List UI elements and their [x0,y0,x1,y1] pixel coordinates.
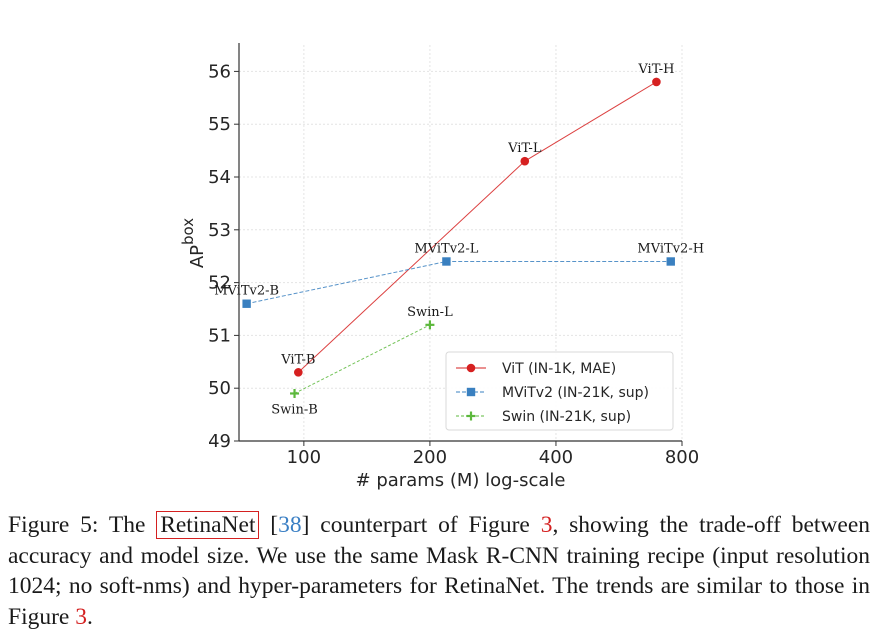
data-point-plus [290,388,300,398]
y-tick-label: 50 [208,378,231,399]
series-line [297,81,657,373]
x-tick-label: 400 [539,447,573,468]
legend-entry: MViTv2 (IN-21K, sup) [502,385,649,401]
y-tick-label: 55 [208,114,231,135]
caption-prefix: Figure 5: The [8,512,157,538]
x-tick-label: 100 [287,447,321,468]
data-point-square [242,299,251,308]
legend-marker [466,363,476,373]
x-tick-label: 800 [665,447,699,468]
caption-boxed-term: RetinaNet [156,511,260,539]
point-label: ViT-B [280,352,315,367]
caption-citation-link[interactable]: 38 [278,512,302,538]
point-label: ViT-H [637,62,674,77]
y-tick-label: 56 [208,61,231,82]
caption-figure-ref-2[interactable]: 3 [75,603,87,630]
data-point-square [442,257,451,266]
y-tick-label: 52 [208,273,231,294]
data-point-circle [652,77,661,87]
y-axis-label-base: AP [187,245,208,268]
data-point-plus [425,320,435,330]
y-tick-label: 53 [208,220,231,241]
y-tick-label: 54 [208,167,231,188]
legend-entry: Swin (IN-21K, sup) [502,409,631,425]
chart-svg: 49 50 51 52 53 54 55 56 100 200 400 800 # params (M)… [179,43,704,491]
legend-marker [466,387,476,397]
x-tick-label: 200 [413,447,447,468]
figure-chart: 49 50 51 52 53 54 55 56 100 200 400 800 # params (M)… [179,43,704,491]
y-tick-label: 51 [208,325,231,346]
point-label: MViTv2-L [414,241,478,256]
caption-figure-ref-1[interactable]: 3 [540,512,553,538]
series-line [294,324,431,394]
point-label: MViTv2-B [214,284,279,299]
caption-text-2: , showing the trade-off be­tween accurac… [8,512,871,630]
point-label: ViT-L [507,141,542,156]
data-point-circle [520,156,530,166]
figure-caption: Figure 5: The RetinaNet [38] counterpart… [8,510,870,632]
caption-text-1: ] counterpart of Figure [301,512,541,538]
legend-box [445,351,674,431]
caption-citation-open: [ [259,512,279,538]
point-label: Swin-B [271,402,318,417]
y-axis-label-superscript: box [179,218,197,245]
caption-suffix: . [86,603,93,630]
y-axis-label: APbox [179,218,208,268]
data-point-square [666,257,675,266]
data-point-circle [294,368,303,377]
x-axis-label: # params (M) log-scale [356,470,566,491]
point-label: MViTv2-H [637,241,704,256]
point-label: Swin-L [407,305,453,320]
legend-entry: ViT (IN-1K, MAE) [502,361,616,377]
y-tick-label: 49 [208,431,231,452]
legend-marker [466,411,476,421]
